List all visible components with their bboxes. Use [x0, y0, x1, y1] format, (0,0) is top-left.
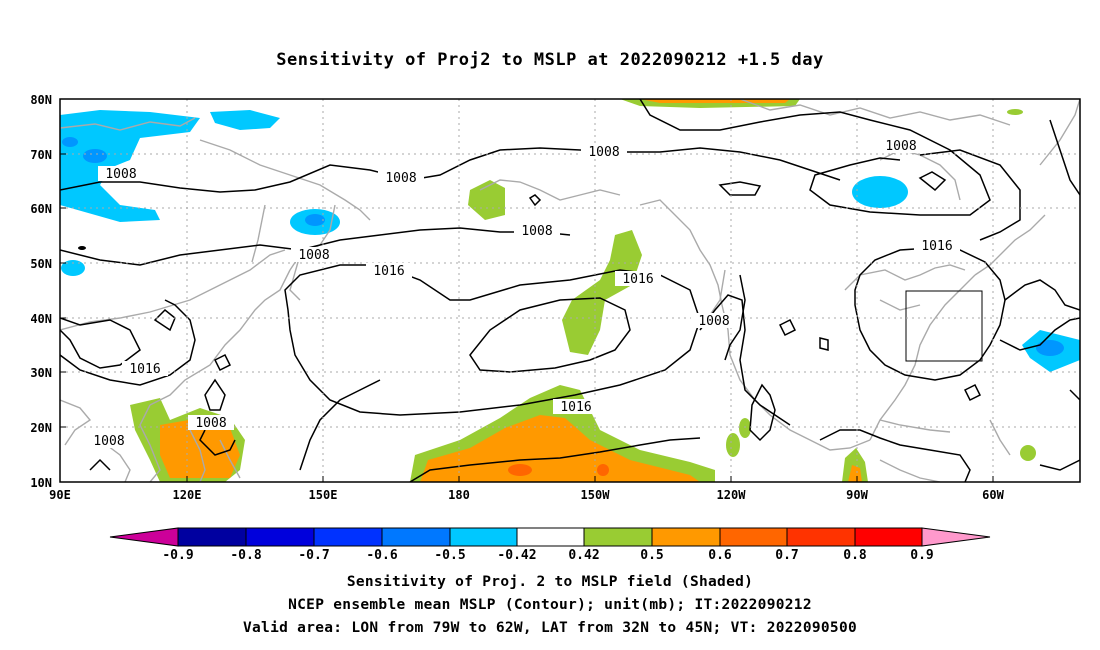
colorbar-label: -0.8 — [230, 548, 261, 563]
negative-sensitivity-shading — [60, 110, 1080, 372]
colorbar-right-arrow — [921, 527, 991, 547]
caption-line-3: Valid area: LON from 79W to 62W, LAT fro… — [242, 620, 858, 636]
caption-line-2: NCEP ensemble mean MSLP (Contour); unit(… — [288, 597, 812, 613]
lon-tick-label: 150W — [581, 488, 611, 502]
small-contour — [78, 246, 86, 250]
colorbar-cell — [381, 527, 451, 547]
contour-label: 1008 — [105, 167, 136, 182]
lat-tick-label: 80N — [30, 93, 52, 107]
lat-tick-label: 30N — [30, 366, 52, 380]
lon-tick-label: 180 — [448, 488, 470, 502]
colorbar-label: 0.8 — [843, 548, 867, 563]
lon-tick-label: 120E — [173, 488, 202, 502]
colorbar-cell — [177, 527, 247, 547]
figure-title: Sensitivity of Proj2 to MSLP at 20220902… — [276, 50, 824, 70]
caption-line-1: Sensitivity of Proj. 2 to MSLP field (Sh… — [346, 574, 754, 590]
colorbar-cell — [449, 527, 518, 547]
lat-tick-label: 60N — [30, 202, 52, 216]
lon-tick-label: 90E — [49, 488, 71, 502]
colorbar-cell — [854, 527, 923, 547]
colorbar-label: 0.6 — [708, 548, 732, 563]
colorbar-cell — [516, 527, 585, 547]
contour-label: 1016 — [129, 362, 160, 377]
contour-label: 1016 — [560, 400, 591, 415]
lon-tick-label: 90W — [846, 488, 868, 502]
contour-label: 1016 — [921, 239, 952, 254]
colorbar-label: -0.42 — [497, 548, 536, 563]
colorbar: -0.9 -0.8 -0.7 -0.6 -0.5 -0.42 0.42 0.5 … — [109, 527, 991, 563]
contour-label: 1016 — [622, 272, 653, 287]
lat-tick-label: 10N — [30, 476, 52, 490]
contour-label: 1016 — [373, 264, 404, 279]
contour-label: 1008 — [195, 416, 226, 431]
contour-label: 1008 — [521, 224, 552, 239]
lat-tick-label: 50N — [30, 257, 52, 271]
colorbar-label: 0.42 — [568, 548, 599, 563]
contour-label: 1008 — [93, 434, 124, 449]
latitude-labels: 80N 70N 60N 50N 40N 30N 20N 10N — [30, 93, 52, 490]
lon-tick-label: 150E — [309, 488, 338, 502]
colorbar-cell — [583, 527, 653, 547]
longitude-labels: 90E 120E 150E 180 150W 120W 90W 60W — [49, 488, 1004, 502]
colorbar-label: -0.7 — [298, 548, 329, 563]
lon-tick-label: 120W — [717, 488, 747, 502]
colorbar-cell — [651, 527, 721, 547]
colorbar-cell — [245, 527, 315, 547]
lon-tick-label: 60W — [982, 488, 1004, 502]
valid-area-box — [905, 290, 983, 362]
contour-label: 1008 — [385, 171, 416, 186]
lat-tick-label: 70N — [30, 148, 52, 162]
positive-sensitivity-shading — [130, 99, 1036, 482]
colorbar-label: -0.6 — [366, 548, 397, 563]
colorbar-cell — [719, 527, 788, 547]
contour-label: 1008 — [885, 139, 916, 154]
colorbar-cell — [786, 527, 856, 547]
colorbar-label: -0.9 — [162, 548, 193, 563]
colorbar-label: 0.5 — [640, 548, 663, 563]
coastlines — [60, 99, 1080, 482]
colorbar-label: 0.9 — [910, 548, 933, 563]
contour-label: 1008 — [588, 145, 619, 160]
axis-ticks — [59, 98, 994, 483]
lat-tick-label: 40N — [30, 312, 52, 326]
map-frame — [59, 98, 1081, 483]
contour-labels: 1008 1008 1008 1008 1008 1008 1008 1008 … — [86, 138, 960, 449]
colorbar-label: -0.5 — [434, 548, 465, 563]
lat-tick-label: 20N — [30, 421, 52, 435]
contour-label: 1008 — [698, 314, 729, 329]
colorbar-left-arrow — [109, 527, 179, 547]
colorbar-cell — [313, 527, 383, 547]
contour-label: 1008 — [298, 248, 329, 263]
colorbar-label: 0.7 — [775, 548, 798, 563]
